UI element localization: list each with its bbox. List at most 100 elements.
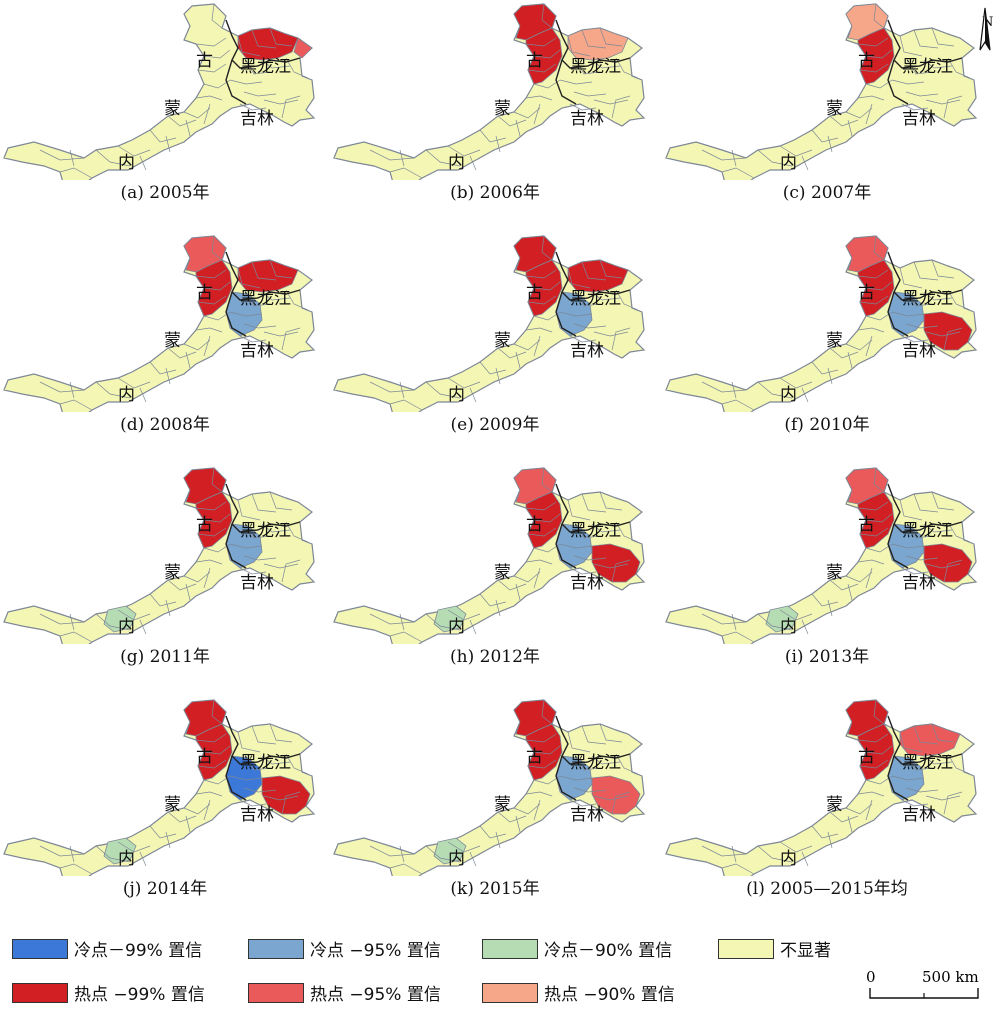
county-boundary bbox=[59, 863, 93, 875]
county-boundary bbox=[203, 79, 231, 89]
county-boundary bbox=[513, 339, 541, 351]
region-label-meng: 蒙 bbox=[164, 331, 181, 351]
county-boundary bbox=[497, 347, 527, 359]
county-boundary bbox=[575, 59, 601, 75]
county-boundary bbox=[925, 563, 961, 569]
province-boundary bbox=[225, 715, 301, 801]
region-label-heilongjiang: 黑龙江 bbox=[570, 753, 621, 773]
county-boundary bbox=[149, 361, 177, 375]
county-boundary bbox=[575, 291, 601, 307]
county-boundary bbox=[811, 593, 839, 607]
county-boundary bbox=[95, 845, 131, 863]
region-label-gu: 古 bbox=[526, 515, 543, 535]
county-boundary bbox=[611, 327, 631, 351]
panel-caption: (f) 2010年 bbox=[784, 415, 870, 435]
county-boundary bbox=[567, 499, 591, 521]
county-boundary bbox=[203, 49, 231, 59]
province-boundary bbox=[555, 483, 631, 569]
county-boundary bbox=[285, 753, 309, 775]
swatch-cold-90 bbox=[482, 938, 538, 959]
county-boundary bbox=[899, 35, 923, 57]
map-panel: 古 黑龙江蒙吉林内 (d) 2008年 bbox=[0, 232, 330, 464]
county-boundary bbox=[593, 795, 629, 801]
county-boundary bbox=[859, 63, 889, 73]
swatch-cold-95 bbox=[248, 938, 304, 959]
scale-bar-graphic: 0 500 km bbox=[866, 968, 979, 999]
county-boundary bbox=[567, 731, 591, 753]
county-boundary bbox=[811, 129, 839, 143]
region-label-jilin: 吉林 bbox=[240, 573, 274, 593]
region-label-meng: 蒙 bbox=[494, 795, 511, 815]
county-boundary bbox=[185, 815, 191, 833]
province-boundary bbox=[225, 251, 301, 337]
county-boundary bbox=[497, 811, 527, 823]
county-boundary bbox=[281, 559, 301, 583]
county-boundary bbox=[195, 95, 223, 101]
county-boundary bbox=[469, 619, 477, 635]
cluster-north-ne bbox=[567, 27, 629, 61]
county-boundary bbox=[873, 699, 885, 725]
county-boundary bbox=[269, 27, 293, 47]
region-label-gu: 古 bbox=[858, 747, 875, 767]
county-boundary bbox=[865, 79, 893, 89]
map-panel: 古 黑龙江蒙吉林内 (a) 2005年 bbox=[0, 0, 330, 232]
county-boundary bbox=[245, 291, 271, 307]
county-boundary bbox=[615, 57, 639, 79]
county-boundary bbox=[865, 311, 893, 321]
scale-bar: 0 500 km bbox=[862, 966, 982, 1006]
region-label-heilongjiang: 黑龙江 bbox=[902, 57, 953, 77]
region-label-meng: 蒙 bbox=[826, 99, 843, 119]
map-svg bbox=[333, 235, 646, 412]
county-boundary bbox=[243, 323, 277, 329]
county-boundary bbox=[203, 775, 231, 785]
county-boundary bbox=[239, 335, 267, 343]
region-label-jilin: 吉林 bbox=[902, 341, 936, 361]
county-boundary bbox=[203, 745, 231, 755]
county-boundary bbox=[569, 335, 597, 343]
legend-label-hot-90: 热点 −90% 置信 bbox=[544, 985, 675, 1005]
county-boundary bbox=[541, 467, 553, 493]
county-boundary bbox=[533, 543, 561, 553]
county-boundary bbox=[857, 37, 889, 47]
region-label-nei: 内 bbox=[118, 385, 135, 405]
county-boundary bbox=[269, 723, 293, 743]
legend-label-cold-90: 冷点－90% 置信 bbox=[544, 941, 673, 961]
panel-caption: (j) 2014年 bbox=[122, 879, 208, 899]
region-label-heilongjiang: 黑龙江 bbox=[902, 289, 953, 309]
county-boundary bbox=[599, 259, 623, 279]
county-boundary bbox=[575, 755, 601, 771]
cluster-far-ne bbox=[293, 37, 313, 59]
county-boundary bbox=[573, 555, 607, 561]
county-boundary bbox=[513, 107, 541, 119]
county-boundary bbox=[149, 593, 177, 607]
region-label-heilongjiang: 黑龙江 bbox=[570, 289, 621, 309]
county-boundary bbox=[533, 775, 561, 785]
county-boundary bbox=[891, 543, 925, 549]
county-boundary bbox=[237, 35, 261, 57]
county-boundary bbox=[229, 775, 263, 781]
county-boundary bbox=[857, 95, 885, 101]
county-boundary bbox=[243, 787, 277, 793]
cluster-north-west bbox=[195, 491, 233, 549]
county-boundary bbox=[285, 57, 309, 79]
county-boundary bbox=[195, 269, 227, 279]
county-boundary bbox=[845, 571, 873, 583]
county-boundary bbox=[829, 811, 859, 823]
county-boundary bbox=[203, 567, 211, 589]
region-label-jilin: 吉林 bbox=[240, 109, 274, 129]
county-boundary bbox=[865, 103, 873, 125]
cluster-north-west bbox=[857, 259, 895, 317]
county-boundary bbox=[281, 791, 301, 815]
county-boundary bbox=[369, 381, 415, 393]
county-boundary bbox=[243, 555, 277, 561]
map-svg bbox=[665, 3, 978, 180]
county-boundary bbox=[943, 327, 963, 351]
county-boundary bbox=[533, 513, 561, 523]
county-boundary bbox=[559, 79, 593, 85]
county-boundary bbox=[581, 725, 607, 745]
county-boundary bbox=[369, 845, 415, 857]
county-boundary bbox=[495, 599, 501, 617]
county-boundary bbox=[149, 825, 177, 839]
county-boundary bbox=[925, 99, 961, 105]
cluster-west-inner bbox=[433, 837, 467, 865]
